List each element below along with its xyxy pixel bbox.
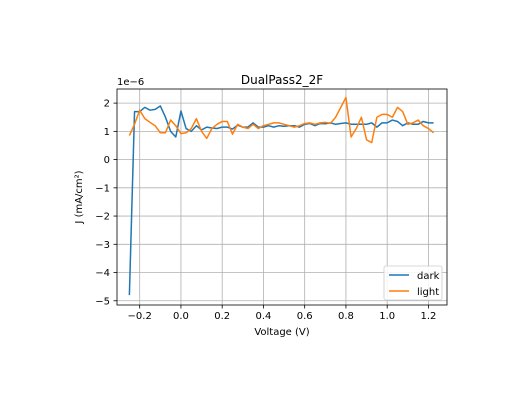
x-tick-label: 0.6 (297, 311, 313, 322)
y-axis-multiplier: 1e−6 (117, 77, 144, 88)
series-line-light (128, 96, 435, 144)
y-tick-label: 2 (104, 99, 110, 110)
grid-layer (117, 89, 447, 305)
x-tick-label: 0.0 (173, 311, 189, 322)
legend-label-dark: dark (417, 271, 440, 282)
series-line-dark (128, 105, 434, 296)
x-axis-label: Voltage (V) (254, 327, 309, 338)
y-tick-label: −1 (95, 183, 110, 194)
x-tick-label: −0.2 (128, 311, 152, 322)
axes-frame (116, 88, 448, 306)
legend-label-light: light (417, 287, 439, 298)
y-tick-label: −2 (95, 212, 110, 223)
x-tick-label: 1.0 (379, 311, 395, 322)
y-tick-label: 1 (104, 127, 110, 138)
y-tick-label: −3 (95, 240, 110, 251)
y-tick-label: −5 (95, 296, 110, 307)
series-layer (128, 96, 435, 296)
y-axis-label: J (mA/cm²) (74, 170, 85, 224)
ticks-layer: −0.2 0.0 0.2 0.4 0.6 0.8 1.0 1.2 2 1 0 −1 −2 −3 −4 −5 (95, 99, 436, 322)
y-tick-label: −4 (95, 268, 110, 279)
x-tick-label: 0.4 (255, 311, 271, 322)
chart-title: DualPass2_2F (241, 73, 323, 87)
legend: dark light (383, 265, 443, 301)
x-tick-label: 0.8 (338, 311, 354, 322)
y-tick-label: 0 (104, 155, 110, 166)
x-tick-label: 0.2 (214, 311, 230, 322)
x-tick-label: 1.2 (420, 311, 436, 322)
